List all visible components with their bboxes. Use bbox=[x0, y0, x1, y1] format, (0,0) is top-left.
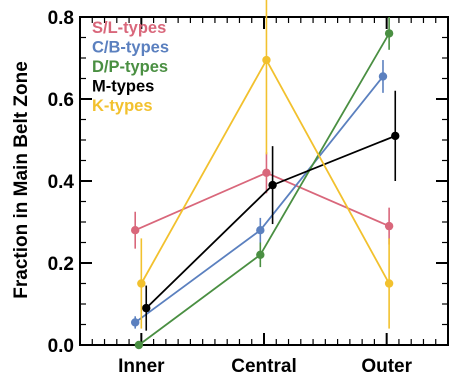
series-d-p-types bbox=[134, 17, 394, 350]
data-point bbox=[268, 180, 277, 190]
y-tick-label: 0.4 bbox=[48, 172, 75, 193]
series-s-l-types bbox=[131, 152, 394, 249]
series-line bbox=[145, 135, 396, 309]
data-point bbox=[256, 226, 265, 235]
data-point bbox=[262, 168, 271, 177]
x-tick-label: Inner bbox=[118, 356, 165, 377]
series-m-types bbox=[142, 90, 400, 331]
data-point bbox=[391, 131, 400, 141]
x-tick-label: Central bbox=[231, 356, 296, 377]
y-tick-label: 0.6 bbox=[48, 90, 74, 111]
series-line bbox=[134, 171, 390, 232]
data-point bbox=[142, 303, 151, 313]
series-k-types bbox=[137, 0, 394, 329]
series-c-b-types bbox=[131, 60, 388, 329]
data-point bbox=[384, 221, 394, 231]
y-tick-label: 0.2 bbox=[48, 254, 74, 275]
legend-entry: C/B-types bbox=[92, 39, 169, 57]
data-point bbox=[131, 318, 140, 327]
legend-entry: K-types bbox=[92, 97, 153, 115]
data-point bbox=[378, 72, 388, 81]
data-point bbox=[384, 29, 394, 38]
y-tick-label: 0.8 bbox=[48, 8, 74, 29]
data-point bbox=[137, 279, 146, 288]
data-point bbox=[134, 340, 144, 350]
legend-entry: S/L-types bbox=[92, 19, 166, 37]
data-point bbox=[131, 226, 140, 235]
data-point bbox=[256, 250, 265, 259]
data-point bbox=[384, 279, 394, 288]
y-tick-label: 0.0 bbox=[48, 336, 74, 357]
data-point bbox=[262, 55, 271, 65]
legend-entry: D/P-types bbox=[92, 58, 168, 76]
y-axis-label: Fraction in Main Belt Zone bbox=[11, 61, 32, 299]
series-layer bbox=[131, 0, 400, 350]
x-tick-label: Outer bbox=[361, 356, 412, 377]
series-line bbox=[138, 32, 390, 346]
axes-layer: 0.0 0.2 0.4 0.6 0.8 Inner Central Outer bbox=[48, 8, 449, 377]
legend-entry: M-types bbox=[92, 78, 154, 96]
